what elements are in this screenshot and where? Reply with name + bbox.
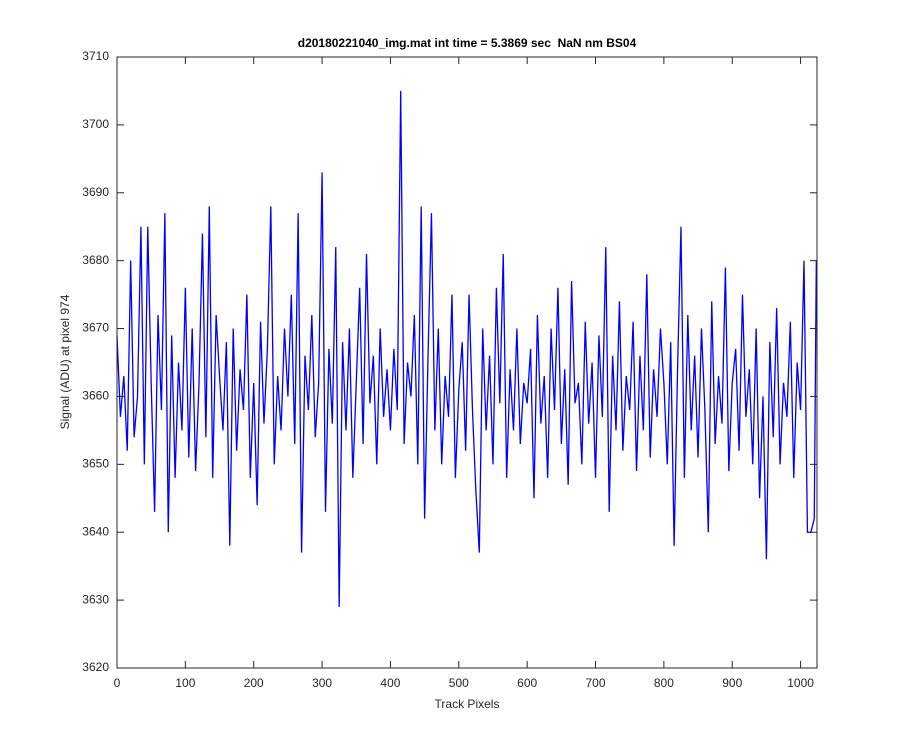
y-tick-label: 3690 (82, 185, 109, 199)
data-line (116, 90, 817, 607)
x-tick-label: 200 (244, 676, 264, 690)
y-tick-label: 3700 (82, 117, 109, 131)
chart-title: d20180221040_img.mat int time = 5.3869 s… (298, 36, 637, 50)
y-tick-label: 3620 (82, 660, 109, 674)
x-tick-label: 100 (175, 676, 195, 690)
x-tick-label: 0 (114, 676, 121, 690)
x-tick-label: 500 (449, 676, 469, 690)
x-tick-label: 400 (380, 676, 400, 690)
x-tick-label: 1000 (787, 676, 814, 690)
y-tick-label: 3630 (82, 592, 109, 606)
x-tick-label: 800 (654, 676, 674, 690)
x-tick-label: 300 (312, 676, 332, 690)
x-axis-label: Track Pixels (435, 697, 500, 711)
y-tick-label: 3680 (82, 253, 109, 267)
y-tick-label: 3640 (82, 524, 109, 538)
y-axis-label: Signal (ADU) at pixel 974 (58, 294, 72, 429)
y-tick-label: 3710 (82, 49, 109, 63)
x-tick-label: 700 (586, 676, 606, 690)
x-tick-label: 600 (517, 676, 537, 690)
y-tick-label: 3660 (82, 389, 109, 403)
y-tick-label: 3650 (82, 457, 109, 471)
x-tick-label: 900 (722, 676, 742, 690)
plot-frame (116, 56, 818, 669)
y-tick-label: 3670 (82, 321, 109, 335)
